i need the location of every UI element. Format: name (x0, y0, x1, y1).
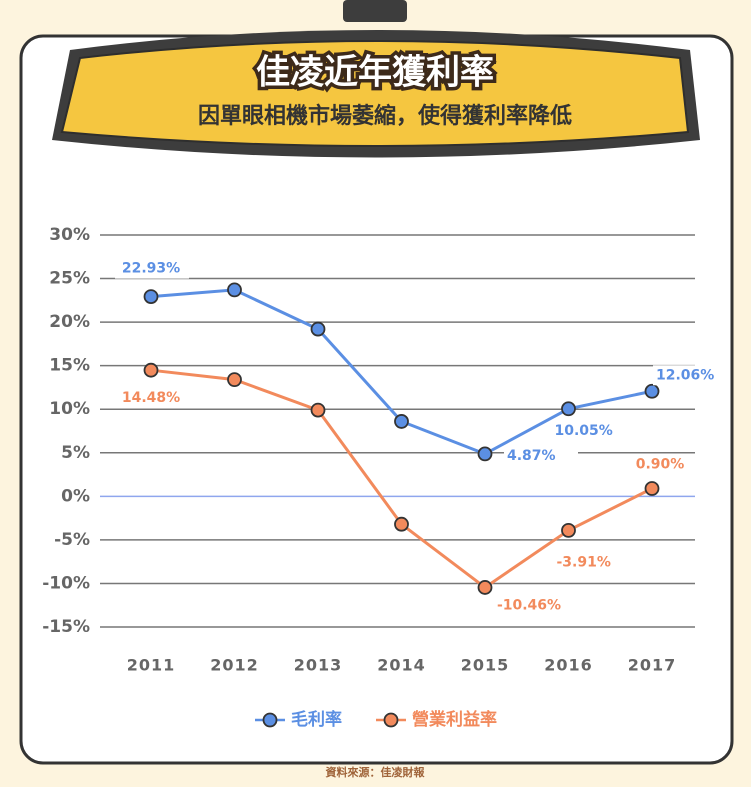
mirror (60, 40, 690, 147)
label-bg (493, 595, 567, 616)
label-bg (115, 258, 189, 279)
point (310, 402, 326, 418)
x-tick-label: 2014 (377, 656, 426, 675)
point (310, 321, 326, 337)
data-label: 4.87% (507, 448, 556, 464)
point (394, 516, 409, 532)
data-label: 14.48% (122, 390, 180, 406)
point (477, 580, 493, 595)
x-tick-label: 2013 (294, 656, 343, 675)
y-tick-label: 15% (49, 356, 90, 376)
legend-marker (383, 712, 399, 728)
label-bg (115, 388, 189, 409)
label-bg (504, 445, 578, 466)
point (477, 446, 493, 462)
y-tick-label: 10% (49, 399, 90, 419)
y-tick-label: 5% (61, 443, 90, 463)
point (644, 481, 660, 496)
point (227, 282, 242, 298)
label-bg (653, 365, 727, 386)
y-tick-label: 0% (61, 486, 90, 506)
x-tick-label: 2017 (628, 656, 677, 675)
data-label: -10.46% (497, 597, 561, 613)
label-bg (553, 552, 628, 573)
data-label: 12.06% (656, 367, 714, 383)
point (644, 383, 660, 399)
y-tick-label: -5% (54, 530, 90, 550)
source: 資料來源：佳凌財報 (326, 765, 426, 779)
point (394, 414, 409, 429)
x-tick-label: 2016 (544, 656, 593, 675)
point (227, 372, 242, 388)
chart-title: 佳凌近年獲利率 (256, 53, 494, 93)
y-tick-label: 30% (49, 225, 90, 245)
x-tick-label: 2012 (210, 656, 259, 675)
data-label: -3.91% (557, 554, 611, 570)
y-tick-label: 20% (49, 312, 90, 332)
point (561, 522, 576, 538)
legend-marker (262, 712, 278, 728)
label-bg (624, 454, 698, 475)
mirror-mount (343, 0, 407, 22)
point (143, 289, 159, 304)
y-tick-label: -10% (42, 573, 90, 593)
chart-subtitle: 因單眼相機市場萎縮，使得獲利率降低 (198, 103, 572, 129)
data-label: 10.05% (555, 423, 613, 439)
data-label: 0.90% (636, 456, 685, 472)
legend-label: 毛利率 (291, 709, 342, 730)
y-tick-label: -15% (42, 617, 90, 637)
x-tick-label: 2015 (461, 656, 510, 675)
x-tick-label: 2011 (127, 656, 176, 675)
point (561, 401, 576, 417)
y-tick-label: 25% (49, 269, 90, 289)
point (143, 362, 159, 378)
data-label: 22.93% (122, 261, 180, 277)
legend-label: 營業利益率 (412, 709, 497, 730)
label-bg (551, 420, 626, 441)
